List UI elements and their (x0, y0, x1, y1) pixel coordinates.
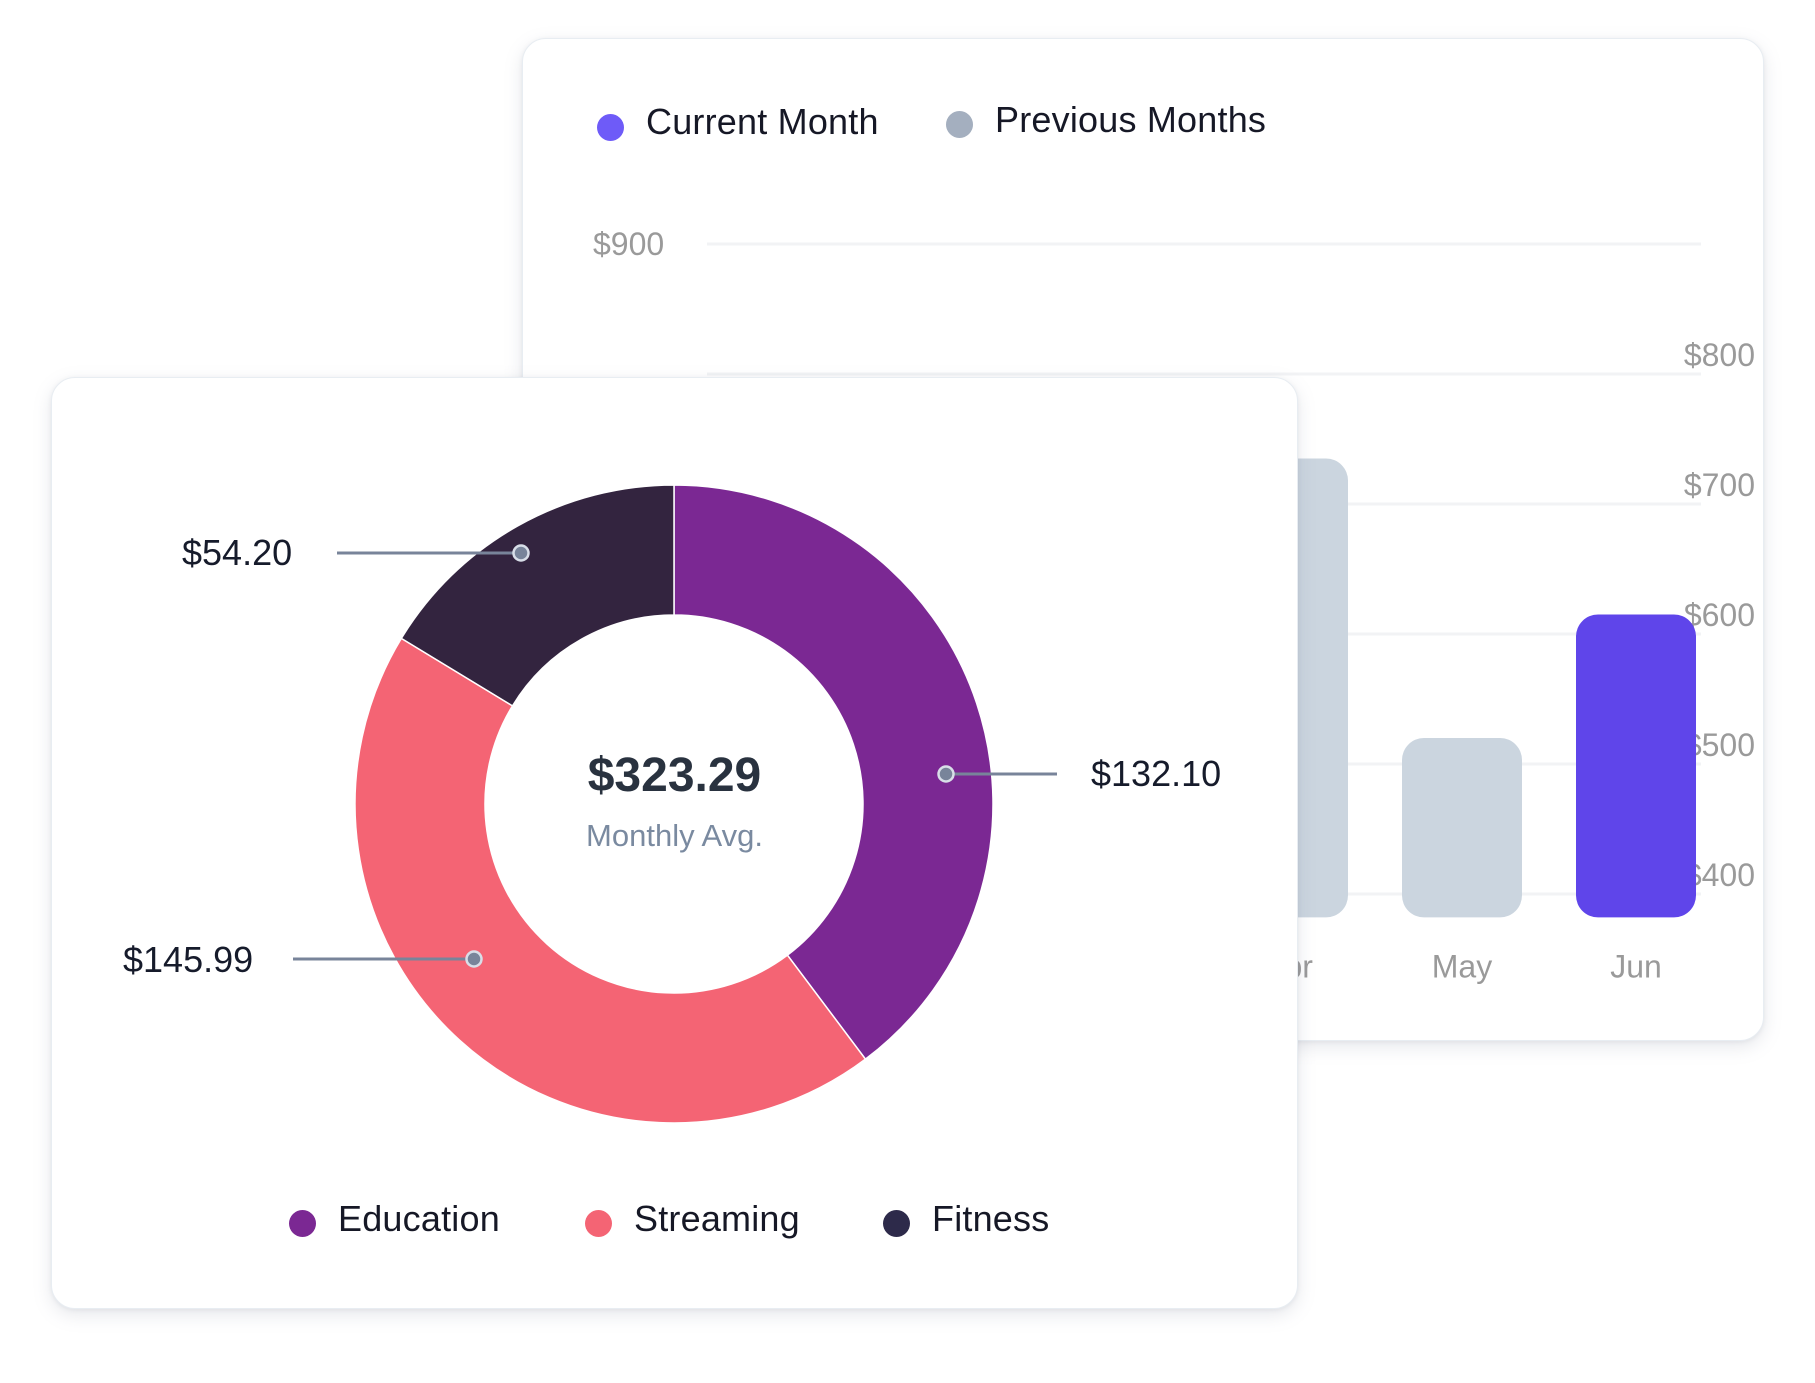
connector-streaming-dot-icon (465, 950, 483, 968)
legend-item-previous-months[interactable]: Previous Months (946, 99, 1266, 141)
fitness-dot-icon (883, 1209, 910, 1237)
legend-label-fitness: Fitness (932, 1198, 1050, 1239)
current-month-dot-icon (597, 113, 624, 141)
slice-label-fitness: $54.20 (182, 532, 293, 573)
slice-label-education: $132.10 (1091, 753, 1222, 794)
y-tick-label: $900 (593, 226, 664, 262)
legend-item-education[interactable]: Education (289, 1198, 500, 1240)
slice-label-streaming: $145.99 (123, 939, 254, 980)
donut-chart (293, 484, 1057, 1124)
slice-streaming[interactable] (354, 637, 867, 1124)
monthly-average-value: $323.29 (587, 749, 762, 802)
legend-label-streaming: Streaming (634, 1198, 800, 1239)
spending-donut-card: $323.29 Monthly Avg. $54.20 $132.10 $145… (51, 377, 1298, 1309)
education-dot-icon (289, 1209, 316, 1237)
legend-item-streaming[interactable]: Streaming (585, 1198, 800, 1240)
streaming-dot-icon (585, 1209, 612, 1237)
previous-months-dot-icon (946, 110, 973, 138)
bar-jun[interactable] (1576, 614, 1696, 918)
x-tick-label: Jun (1610, 948, 1662, 984)
legend-label-current-month: Current Month (646, 101, 879, 142)
slice-fitness[interactable] (400, 484, 675, 707)
bar-may[interactable] (1402, 738, 1522, 918)
slice-education[interactable] (673, 484, 994, 1061)
y-tick-label: $700 (1684, 467, 1755, 503)
legend-label-education: Education (338, 1198, 500, 1239)
y-tick-label: $800 (1684, 337, 1755, 373)
legend-item-current-month[interactable]: Current Month (597, 101, 879, 143)
connector-fitness-dot-icon (512, 544, 530, 562)
x-tick-label: May (1432, 948, 1492, 984)
y-tick-label: $600 (1684, 597, 1755, 633)
connector-education-dot-icon (937, 765, 955, 783)
legend-label-previous-months: Previous Months (995, 99, 1267, 140)
monthly-average-label: Monthly Avg. (586, 818, 763, 853)
legend-item-fitness[interactable]: Fitness (883, 1198, 1049, 1240)
